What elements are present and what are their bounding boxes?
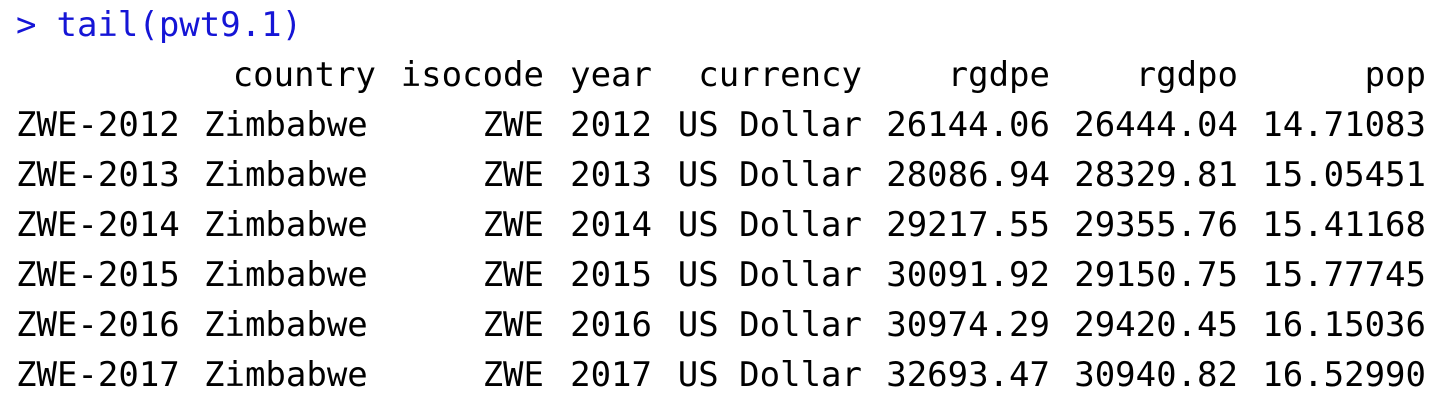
cell-isocode: ZWE [482, 155, 544, 195]
cell-pop: 16.52990 [1262, 355, 1426, 395]
cell-pop: 15.41168 [1262, 205, 1426, 245]
cell-year: 2013 [570, 155, 652, 195]
table-row: ZWE-2012 Zimbabwe ZWE 2012 US Dollar 261… [16, 100, 1444, 150]
rowname-header [16, 50, 186, 100]
cell-year: 2012 [570, 105, 652, 145]
table-row: ZWE-2015 Zimbabwe ZWE 2015 US Dollar 300… [16, 250, 1444, 300]
table-header-row: country isocode year currency rgdpe rgdp… [16, 50, 1444, 100]
cell-pop: 16.15036 [1262, 305, 1426, 345]
cell-isocode: ZWE [482, 305, 544, 345]
cell-rgdpo: 30940.82 [1074, 355, 1238, 395]
cell-year: 2014 [570, 205, 652, 245]
row-name: ZWE-2013 [16, 155, 180, 195]
cell-currency: US Dollar [677, 205, 862, 245]
command-text: tail(pwt9.1) [56, 5, 303, 45]
column-header-currency: currency [698, 55, 862, 95]
column-header-country: country [232, 55, 376, 95]
cell-currency: US Dollar [677, 255, 862, 295]
cell-rgdpe: 30091.92 [886, 255, 1050, 295]
cell-isocode: ZWE [482, 355, 544, 395]
cell-isocode: ZWE [482, 255, 544, 295]
row-name: ZWE-2014 [16, 205, 180, 245]
cell-pop: 15.05451 [1262, 155, 1426, 195]
cell-pop: 15.77745 [1262, 255, 1426, 295]
cell-isocode: ZWE [482, 205, 544, 245]
row-name: ZWE-2012 [16, 105, 180, 145]
cell-currency: US Dollar [677, 105, 862, 145]
cell-currency: US Dollar [677, 155, 862, 195]
column-header-pop: pop [1364, 55, 1426, 95]
cell-rgdpe: 28086.94 [886, 155, 1050, 195]
column-header-isocode: isocode [400, 55, 544, 95]
cell-rgdpo: 29355.76 [1074, 205, 1238, 245]
table-row: ZWE-2013 Zimbabwe ZWE 2013 US Dollar 280… [16, 150, 1444, 200]
cell-country: Zimbabwe [204, 305, 368, 345]
column-header-rgdpo: rgdpo [1135, 55, 1238, 95]
cell-rgdpe: 29217.55 [886, 205, 1050, 245]
cell-rgdpe: 26144.06 [886, 105, 1050, 145]
cell-country: Zimbabwe [204, 155, 368, 195]
cell-year: 2017 [570, 355, 652, 395]
cell-rgdpo: 29150.75 [1074, 255, 1238, 295]
console-command-line: > tail(pwt9.1) [16, 0, 1444, 50]
cell-rgdpo: 26444.04 [1074, 105, 1238, 145]
cell-year: 2015 [570, 255, 652, 295]
row-name: ZWE-2016 [16, 305, 180, 345]
cell-rgdpe: 30974.29 [886, 305, 1050, 345]
cell-pop: 14.71083 [1262, 105, 1426, 145]
cell-isocode: ZWE [482, 105, 544, 145]
table-row: ZWE-2016 Zimbabwe ZWE 2016 US Dollar 309… [16, 300, 1444, 350]
column-header-rgdpe: rgdpe [947, 55, 1050, 95]
cell-rgdpo: 28329.81 [1074, 155, 1238, 195]
row-name: ZWE-2017 [16, 355, 180, 395]
table-row: ZWE-2017 Zimbabwe ZWE 2017 US Dollar 326… [16, 350, 1444, 400]
table-row: ZWE-2014 Zimbabwe ZWE 2014 US Dollar 292… [16, 200, 1444, 250]
cell-rgdpo: 29420.45 [1074, 305, 1238, 345]
cell-country: Zimbabwe [204, 205, 368, 245]
cell-rgdpe: 32693.47 [886, 355, 1050, 395]
row-name: ZWE-2015 [16, 255, 180, 295]
cell-currency: US Dollar [677, 305, 862, 345]
cell-currency: US Dollar [677, 355, 862, 395]
cell-country: Zimbabwe [204, 255, 368, 295]
cell-year: 2016 [570, 305, 652, 345]
cell-country: Zimbabwe [204, 105, 368, 145]
prompt-symbol: > [16, 5, 37, 45]
column-header-year: year [570, 55, 652, 95]
cell-country: Zimbabwe [204, 355, 368, 395]
